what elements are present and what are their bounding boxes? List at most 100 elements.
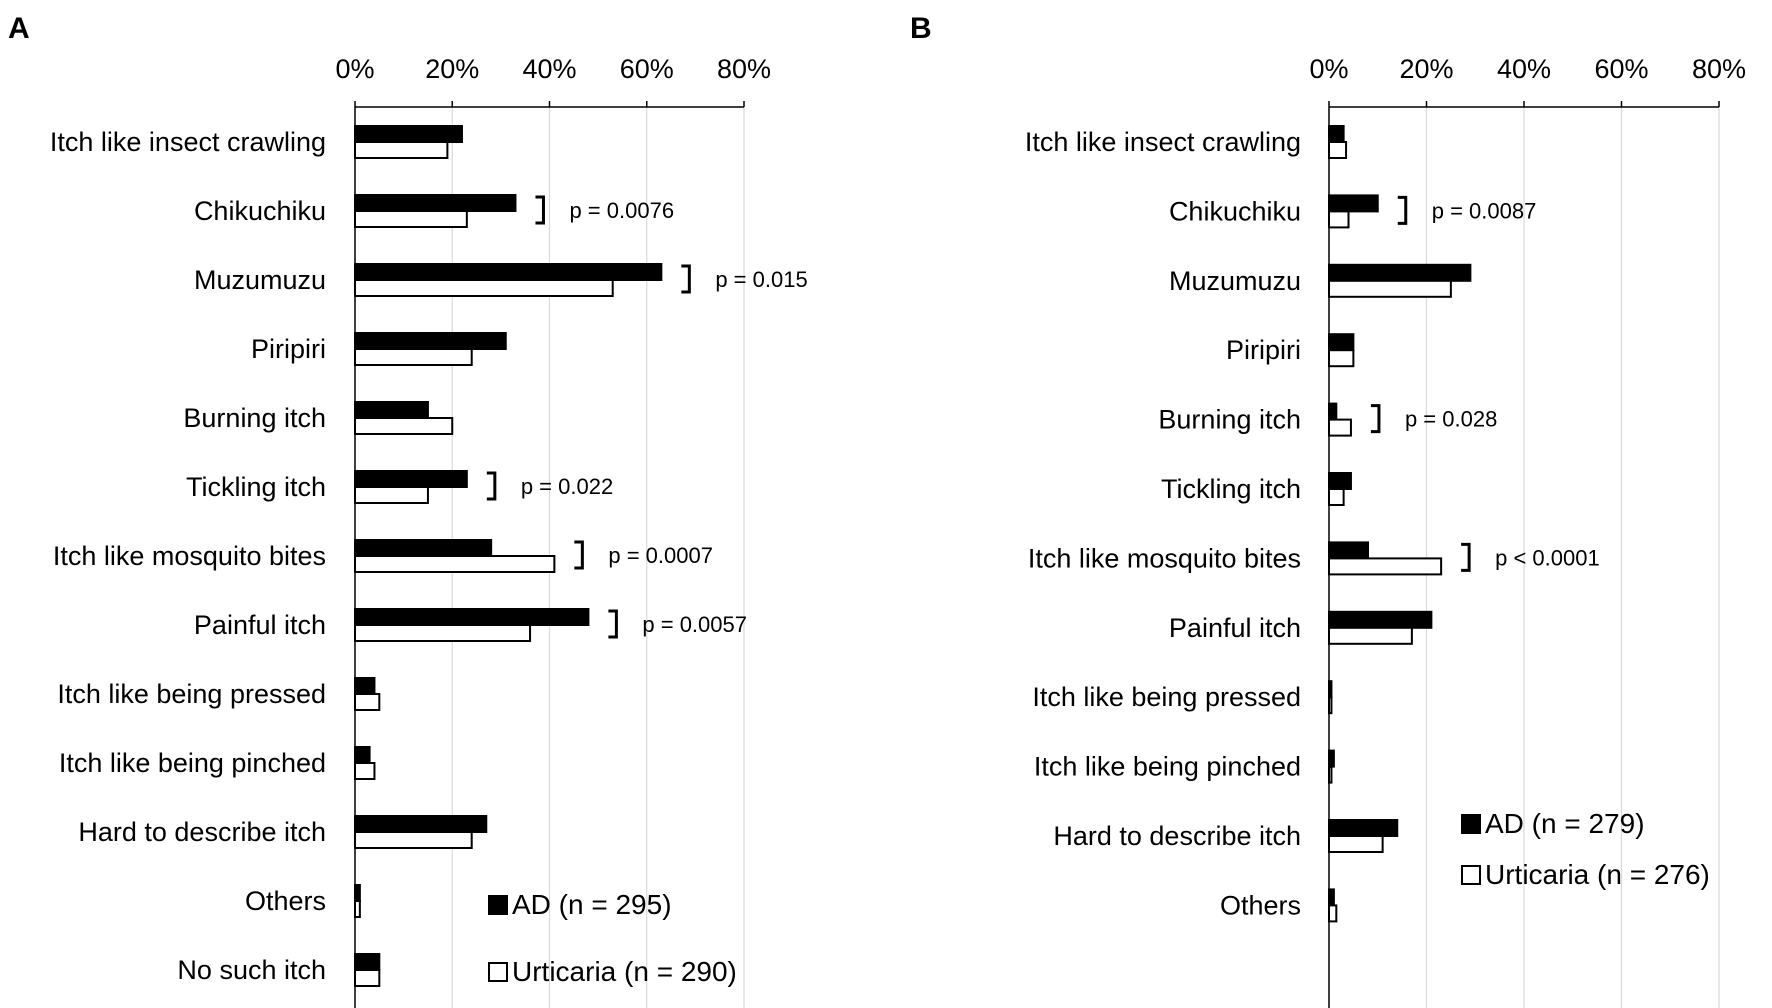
significance-bracket <box>535 195 545 225</box>
legend-swatch-urticaria <box>488 962 508 982</box>
bar-urticaria <box>354 141 449 159</box>
bar-urticaria <box>1328 210 1350 229</box>
category-label: Hard to describe itch <box>78 817 326 847</box>
bar-urticaria <box>354 348 473 366</box>
category-label: Chikuchiku <box>194 196 326 226</box>
category-label: Itch like insect crawling <box>1025 127 1301 157</box>
x-tick-label: 20% <box>425 54 479 84</box>
bar-urticaria <box>354 831 473 849</box>
bar-urticaria <box>1328 141 1348 159</box>
bar-urticaria <box>1328 557 1443 576</box>
bar-urticaria <box>354 555 556 573</box>
bar-urticaria <box>1328 488 1345 506</box>
bar-ad <box>1328 402 1338 421</box>
legend-swatch-urticaria <box>1461 865 1481 885</box>
x-tick-label: 60% <box>620 54 674 84</box>
bar-urticaria <box>354 969 381 987</box>
category-label: Others <box>245 886 326 916</box>
bar-ad <box>354 746 371 764</box>
bar-ad <box>1328 680 1333 699</box>
category-label: Painful itch <box>1169 613 1301 643</box>
bar-ad <box>354 539 493 557</box>
legend: AD (n = 279) Urticaria (n = 276) <box>1461 808 1710 890</box>
bar-urticaria <box>354 486 429 504</box>
bar-ad <box>1328 819 1399 837</box>
x-tick-label: 80% <box>717 54 771 84</box>
bar-urticaria <box>354 210 468 228</box>
bar-ad <box>354 470 468 488</box>
category-label: Itch like insect crawling <box>50 127 326 157</box>
x-tick-label: 40% <box>1497 54 1551 84</box>
significance-bracket <box>1461 542 1471 572</box>
bar-ad <box>354 125 463 143</box>
bar-urticaria <box>354 624 532 642</box>
bar-ad <box>354 953 381 971</box>
legend-label: AD (n = 279) <box>1485 808 1645 839</box>
category-label: Itch like mosquito bites <box>53 541 326 571</box>
legend-swatch-ad <box>1461 814 1481 834</box>
bar-urticaria <box>1328 696 1333 715</box>
significance-bracket <box>608 609 618 639</box>
bar-urticaria <box>354 417 454 435</box>
bar-ad <box>1328 194 1379 213</box>
p-value-label: p = 0.0087 <box>1432 198 1537 223</box>
category-label: Others <box>1220 890 1301 920</box>
category-label: Itch like being pressed <box>1032 682 1301 712</box>
bar-ad <box>1328 472 1352 490</box>
chart-panel-a: A 0% 20% 40% 60% 80% Itch like insect crawling… <box>8 12 808 1008</box>
x-tick-label: 60% <box>1594 54 1648 84</box>
significance-bracket <box>1397 195 1408 225</box>
category-label: Tickling itch <box>1161 474 1301 504</box>
bar-ad <box>354 194 517 212</box>
bar-urticaria <box>354 900 361 918</box>
significance-bracket <box>681 264 691 294</box>
bar-urticaria <box>354 279 614 297</box>
bar-ad <box>354 263 663 281</box>
p-value-label: p = 0.015 <box>715 267 807 292</box>
bar-ad <box>1328 263 1472 282</box>
p-value-label: p = 0.0057 <box>642 612 747 637</box>
category-label: Burning itch <box>183 403 326 433</box>
x-tick-label: 80% <box>1692 54 1746 84</box>
category-label: Hard to describe itch <box>1053 821 1301 851</box>
bar-ad <box>354 677 376 695</box>
x-tick-label: 0% <box>1309 54 1348 84</box>
bar-urticaria <box>354 762 376 780</box>
bar-ad <box>354 608 590 626</box>
legend: AD (n = 295) Urticaria (n = 290) <box>488 889 737 987</box>
bar-ad <box>1328 541 1369 560</box>
category-label: Chikuchiku <box>1169 196 1301 226</box>
bar-urticaria <box>1328 626 1413 645</box>
category-label: Itch like being pinched <box>59 748 326 778</box>
x-tick-label: 0% <box>335 54 374 84</box>
significance-bracket <box>486 471 497 501</box>
category-label: Itch like mosquito bites <box>1028 543 1301 573</box>
legend-swatch-ad <box>488 895 508 915</box>
p-value-label: p = 0.022 <box>521 474 613 499</box>
bar-ad <box>1328 749 1335 768</box>
p-value-label: p = 0.028 <box>1405 407 1497 432</box>
category-label: Itch like being pressed <box>57 679 326 709</box>
bar-urticaria <box>1328 279 1452 298</box>
bar-ad <box>1328 125 1345 143</box>
x-tick-label: 20% <box>1399 54 1453 84</box>
bar-urticaria <box>1328 904 1338 923</box>
bar-ad <box>1328 333 1355 352</box>
category-label: Muzumuzu <box>1169 266 1301 296</box>
legend-label: AD (n = 295) <box>512 889 672 920</box>
category-label: Piripiri <box>251 334 326 364</box>
category-label: Tickling itch <box>186 472 326 502</box>
bar-urticaria <box>354 693 381 711</box>
p-value-label: p = 0.0007 <box>608 543 713 568</box>
significance-bracket <box>574 540 584 570</box>
bar-ad <box>354 332 507 350</box>
legend-label: Urticaria (n = 276) <box>1485 859 1710 890</box>
p-value-label: p = 0.0076 <box>569 198 674 223</box>
chart-panel-b: B 0% 20% 40% 60% 80% Itch like insect crawling… <box>910 12 1746 1008</box>
bar-ad <box>1328 610 1433 629</box>
bar-ad <box>354 884 361 902</box>
category-label: Muzumuzu <box>194 265 326 295</box>
category-label: No such itch <box>177 955 326 985</box>
category-label: Itch like being pinched <box>1034 752 1301 782</box>
category-label: Burning itch <box>1158 405 1301 435</box>
